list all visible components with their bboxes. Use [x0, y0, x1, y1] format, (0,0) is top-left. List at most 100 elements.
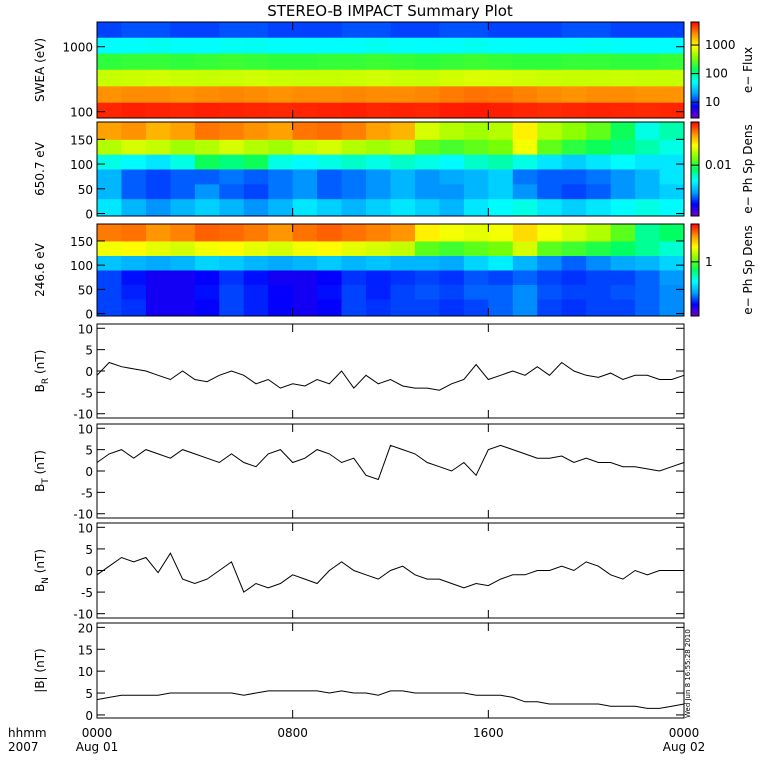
y-label-main: |B| (nT): [33, 648, 47, 692]
plot-title: STEREO-B IMPACT Summary Plot: [267, 2, 513, 20]
heatmap-cell: [268, 240, 294, 256]
heatmap-cell: [170, 69, 196, 87]
heatmap-cell: [341, 154, 367, 170]
heatmap-cell: [561, 122, 587, 140]
heatmap-cell: [635, 69, 661, 87]
y-label-sub: N: [41, 577, 51, 584]
heatmap-cell: [512, 224, 538, 242]
heatmap-cell: [610, 122, 636, 140]
heatmap-cell: [439, 22, 465, 38]
heatmap-cell: [537, 37, 563, 54]
colorbar-tick-label: 100: [705, 67, 728, 81]
heatmap-cell: [463, 139, 489, 155]
timestamp: Wed Jun 8 16:55:28 2010: [684, 629, 692, 718]
heatmap-cell: [390, 69, 416, 87]
heatmap-cell: [512, 299, 538, 317]
heatmap-cell: [659, 102, 685, 119]
heatmap-cell: [243, 53, 269, 70]
heatmap-cell: [659, 22, 685, 38]
heatmap-cell: [366, 154, 391, 170]
y-tick-label: 15: [78, 643, 93, 657]
heatmap-cell: [121, 183, 147, 200]
heatmap-cell: [488, 154, 514, 170]
colorbar-label: e− Ph Sp Dens: [741, 124, 755, 213]
heatmap-cell: [243, 154, 269, 170]
heatmap-cell: [586, 183, 612, 200]
heatmap-cell: [561, 85, 587, 103]
heatmap-cell: [635, 240, 661, 256]
heatmap-cell: [635, 224, 661, 242]
colorbar-label: e− Ph Sp Dens: [741, 225, 755, 314]
heatmap-cell: [635, 102, 661, 119]
heatmap-cell: [170, 183, 196, 200]
heatmap-cell: [586, 299, 612, 317]
heatmap-cell: [439, 139, 465, 155]
heatmap-cell: [317, 224, 343, 242]
heatmap-cell: [488, 299, 514, 317]
heatmap-cell: [414, 224, 440, 242]
heatmap-cell: [488, 102, 514, 119]
y-axis-label: BN (nT): [33, 549, 51, 592]
heatmap-cell: [317, 69, 343, 87]
heatmap-cell: [635, 255, 661, 271]
heatmap-cell: [537, 122, 563, 140]
heatmap-cell: [268, 169, 294, 185]
heatmap-cell: [97, 255, 122, 271]
heatmap-cell: [366, 240, 391, 256]
y-tick-label: 5: [85, 543, 93, 557]
heatmap-cell: [219, 240, 245, 256]
heatmap-cell: [610, 224, 636, 242]
heatmap-cell: [341, 224, 367, 242]
x-tick-label: 0800: [277, 726, 308, 740]
heatmap-cell: [439, 255, 465, 271]
heatmap-cell: [194, 270, 220, 286]
heatmap-cell: [341, 169, 367, 185]
heatmap-cell: [659, 284, 685, 300]
heatmap-cell: [561, 53, 587, 70]
heatmap-cell: [121, 270, 147, 286]
heatmap-cell: [243, 37, 269, 54]
heatmap-cell: [610, 22, 636, 38]
heatmap-cell: [561, 270, 587, 286]
heatmap-cell: [512, 53, 538, 70]
heatmap-cell: [268, 154, 294, 170]
heatmap-cell: [170, 169, 196, 185]
heatmap-cell: [243, 255, 269, 271]
heatmap-cell: [390, 85, 416, 103]
heatmap-cell: [317, 37, 343, 54]
y-tick-label: 0: [85, 308, 93, 322]
heatmap-cell: [170, 299, 196, 317]
heatmap-cell: [488, 85, 514, 103]
heatmap-cell: [537, 69, 563, 87]
heatmap-cell: [537, 183, 563, 200]
heatmap-cell: [390, 299, 416, 317]
heatmap-cell: [512, 139, 538, 155]
heatmap-cell: [145, 224, 171, 242]
heatmap-cell: [463, 240, 489, 256]
heatmap-cell: [121, 255, 147, 271]
panel: 10 100 1000 e− Flux 100 1000 SWEA (eV): [33, 21, 755, 120]
heatmap-cell: [512, 22, 538, 38]
heatmap-cell: [292, 85, 318, 103]
heatmap-cell: [463, 169, 489, 185]
heatmap-cell: [512, 37, 538, 54]
heatmap-cell: [537, 240, 563, 256]
heatmap-cell: [586, 284, 612, 300]
y-axis-label: SWEA (eV): [33, 38, 47, 102]
heatmap-cell: [341, 22, 367, 38]
heatmap-cell: [414, 198, 440, 217]
heatmap-cell: [194, 284, 220, 300]
heatmap-cell: [414, 85, 440, 103]
heatmap-cell: [170, 240, 196, 256]
heatmap-cell: [463, 85, 489, 103]
heatmap-cell: [586, 22, 612, 38]
heatmap-cell: [292, 224, 318, 242]
y-tick-label: 50: [78, 283, 93, 297]
heatmap-cell: [537, 85, 563, 103]
heatmap-cell: [463, 183, 489, 200]
heatmap-cell: [145, 255, 171, 271]
heatmap-cell: [317, 53, 343, 70]
heatmap-cell: [488, 169, 514, 185]
heatmap-cell: [586, 240, 612, 256]
heatmap-cell: [97, 169, 122, 185]
